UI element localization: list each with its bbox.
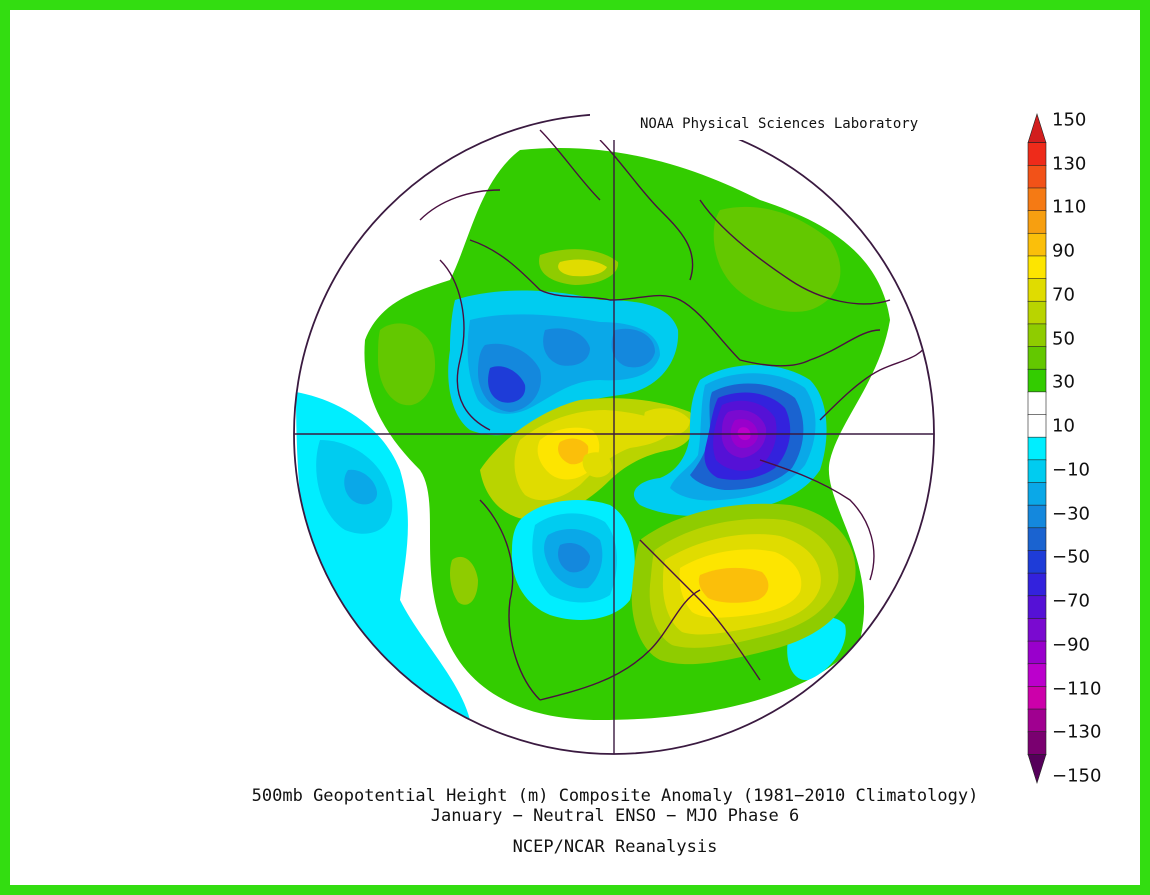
map-title: 500mb Geopotential Height (m) Composite … bbox=[251, 786, 979, 806]
colorbar-swatch bbox=[1027, 459, 1047, 484]
colorbar-tick-label: 10 bbox=[1052, 415, 1075, 437]
colorbar-swatch bbox=[1027, 210, 1047, 235]
colorbar-swatch bbox=[1027, 187, 1047, 212]
colorbar-tick-label: −70 bbox=[1052, 590, 1090, 612]
map-subtitle: January − Neutral ENSO − MJO Phase 6 bbox=[430, 806, 800, 826]
colorbar-tick-label: −150 bbox=[1052, 765, 1102, 787]
colorbar-tick-label: −90 bbox=[1052, 634, 1090, 656]
colorbar-swatch bbox=[1027, 323, 1047, 348]
colorbar-swatch bbox=[1027, 618, 1047, 642]
colorbar bbox=[1027, 112, 1047, 785]
colorbar-swatch bbox=[1027, 142, 1047, 167]
colorbar-tick-label: 50 bbox=[1052, 328, 1075, 350]
colorbar-swatch bbox=[1027, 686, 1047, 710]
colorbar-swatch bbox=[1027, 278, 1047, 303]
colorbar-swatch bbox=[1027, 391, 1047, 416]
colorbar-swatch bbox=[1027, 346, 1047, 371]
colorbar-swatch bbox=[1027, 482, 1047, 506]
colorbar-swatch bbox=[1027, 640, 1047, 665]
colorbar-swatch bbox=[1027, 232, 1047, 257]
colorbar-tick-label: 130 bbox=[1052, 153, 1087, 175]
colorbar-swatch bbox=[1027, 754, 1047, 785]
colorbar-swatch bbox=[1027, 368, 1047, 393]
colorbar-swatch bbox=[1027, 708, 1047, 733]
colorbar-tick-label: −50 bbox=[1052, 546, 1090, 568]
colorbar-swatch bbox=[1027, 112, 1047, 143]
colorbar-tick-label: −110 bbox=[1052, 678, 1102, 700]
coastlines bbox=[419, 129, 931, 701]
colorbar-tick-label: −130 bbox=[1052, 721, 1102, 743]
colorbar-tick-label: 70 bbox=[1052, 284, 1075, 306]
colorbar-tick-label: −30 bbox=[1052, 503, 1090, 525]
colorbar-tick-label: 90 bbox=[1052, 240, 1075, 262]
data-source: NCEP/NCAR Reanalysis bbox=[512, 837, 718, 857]
colorbar-swatch bbox=[1027, 165, 1047, 189]
colorbar-swatch bbox=[1027, 731, 1047, 756]
colorbar-swatch bbox=[1027, 255, 1047, 280]
colorbar-swatch bbox=[1027, 595, 1047, 620]
colorbar-swatch bbox=[1027, 504, 1047, 529]
colorbar-tick-label: −10 bbox=[1052, 459, 1090, 481]
colorbar-tick-label: 150 bbox=[1052, 109, 1087, 131]
colorbar-swatch bbox=[1027, 300, 1047, 325]
colorbar-swatch bbox=[1027, 414, 1047, 438]
colorbar-swatch bbox=[1027, 550, 1047, 574]
colorbar-swatch bbox=[1027, 527, 1047, 552]
credit-label: NOAA Physical Sciences Laboratory bbox=[640, 116, 919, 132]
colorbar-swatch bbox=[1027, 572, 1047, 597]
colorbar-swatch bbox=[1027, 436, 1047, 461]
credit-background bbox=[590, 110, 935, 140]
colorbar-tick-label: 30 bbox=[1052, 371, 1075, 393]
colorbar-swatch bbox=[1027, 663, 1047, 688]
colorbar-tick-label: 110 bbox=[1052, 196, 1087, 218]
